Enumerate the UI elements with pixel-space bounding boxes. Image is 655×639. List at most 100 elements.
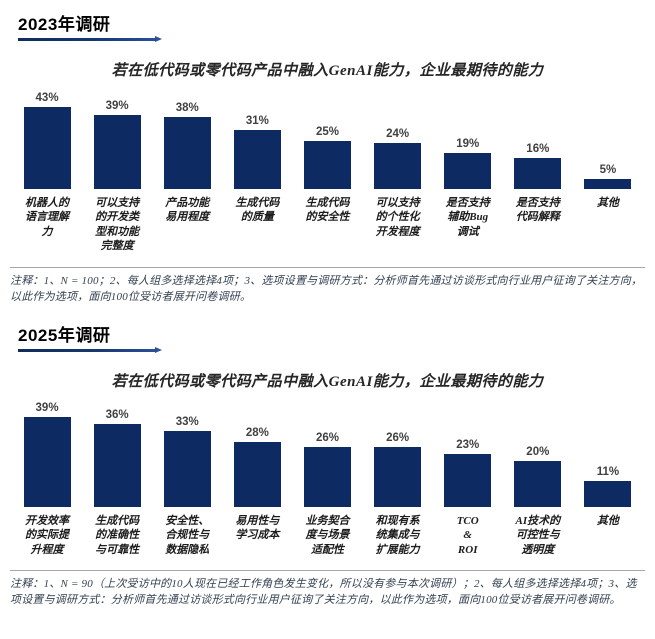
bar-value-label: 43%	[35, 92, 59, 105]
section-header-2025: 2025年调研	[18, 321, 645, 353]
bar-value-label: 26%	[386, 431, 410, 444]
bar-category-label: 产品功能 易用程度	[165, 196, 210, 224]
bar-category-label: 其他	[596, 514, 619, 527]
bar-plot-area: 25%	[303, 86, 351, 189]
bar-value-label: 36%	[105, 408, 129, 421]
bar-column: 31% 生成代码 的质量	[222, 86, 292, 225]
bar-column: 20% AI技术的 可控性与 透明度	[503, 397, 573, 558]
bar-plot-area: 31%	[233, 86, 281, 189]
bar	[374, 143, 422, 189]
bar-column: 36% 生成代码 的准确性 与可靠性	[82, 397, 152, 558]
bar-plot-area: 11%	[584, 397, 632, 507]
bar-plot-area: 24%	[374, 86, 422, 189]
bar-category-label: 安全性、 合规性与 数据隐私	[165, 514, 210, 556]
bar	[584, 481, 632, 507]
bar-category-label: 开发效率 的实际提 升程度	[25, 514, 70, 556]
bar-plot-area: 38%	[163, 86, 211, 189]
note-divider	[10, 266, 645, 268]
bar	[233, 442, 281, 507]
bar	[444, 152, 492, 189]
bar-category-label: 生成代码 的质量	[235, 196, 280, 224]
report-page: 2023年调研 若在低代码或零代码产品中融入GenAI能力，企业最期待的能力 4…	[10, 10, 645, 609]
bar-chart-2025: 39% 开发效率 的实际提 升程度 36% 生成代码 的准确性 与可靠性 33% 安全性、…	[10, 397, 645, 558]
bar-plot-area: 39%	[23, 397, 71, 507]
bar-value-label: 38%	[175, 101, 199, 114]
bar	[514, 460, 562, 507]
bar-category-label: 易用性与 学习成本	[235, 514, 280, 542]
bar-value-label: 31%	[245, 114, 269, 127]
bar-value-label: 28%	[245, 427, 269, 440]
section-title: 2023年调研	[18, 15, 111, 34]
bar-plot-area: 26%	[374, 397, 422, 507]
bar-column: 5% 其他	[573, 86, 643, 211]
bar-value-label: 16%	[526, 143, 550, 156]
bar	[23, 107, 71, 189]
bar-category-label: 可以支持 的个性化 开发程度	[375, 196, 420, 238]
bar-category-label: 业务契合 度与场景 适配性	[305, 514, 350, 556]
bar-plot-area: 5%	[584, 86, 632, 189]
bar	[303, 141, 351, 189]
header-underline-arrow	[18, 36, 162, 42]
bar-plot-area: 43%	[23, 86, 71, 189]
bar-category-label: 其他	[596, 196, 619, 209]
survey-note: 注释：1、N = 90（上次受访中的10人现在已经工作角色发生变化，所以没有参与…	[10, 578, 637, 607]
bar-column: 26% 和现有系 统集成与 扩展能力	[363, 397, 433, 558]
bar	[374, 446, 422, 507]
bar-column: 38% 产品功能 易用程度	[152, 86, 222, 225]
survey-section-2023: 2023年调研 若在低代码或零代码产品中融入GenAI能力，企业最期待的能力 4…	[10, 10, 645, 305]
bar-column: 25% 生成代码 的安全性	[292, 86, 362, 225]
bar-category-label: 生成代码 的准确性 与可靠性	[95, 514, 140, 556]
bar-plot-area: 36%	[93, 397, 141, 507]
chart-title: 若在低代码或零代码产品中融入GenAI能力，企业最期待的能力	[111, 373, 544, 390]
bar-category-label: 是否支持 辅助Bug 调试	[445, 196, 490, 238]
bar-value-label: 20%	[526, 445, 550, 458]
section-header-2023: 2023年调研	[18, 10, 645, 42]
bar-category-label: AI技术的 可控性与 透明度	[515, 514, 561, 556]
bar	[303, 446, 351, 507]
header-underline-arrow	[18, 347, 162, 353]
bar	[584, 179, 632, 189]
bar	[163, 430, 211, 507]
bar	[444, 453, 492, 507]
bar-column: 39% 可以支持 的开发类 型和功能 完整度	[82, 86, 152, 254]
bar-plot-area: 20%	[514, 397, 562, 507]
bar-value-label: 11%	[596, 466, 620, 479]
bar-column: 16% 是否支持 代码解释	[503, 86, 573, 225]
bar	[233, 129, 281, 189]
chart-title: 若在低代码或零代码产品中融入GenAI能力，企业最期待的能力	[111, 62, 544, 79]
bar-column: 24% 可以支持 的个性化 开发程度	[363, 86, 433, 240]
bar	[93, 423, 141, 507]
bar-value-label: 5%	[599, 164, 617, 177]
bar-column: 19% 是否支持 辅助Bug 调试	[433, 86, 503, 240]
bar-value-label: 33%	[175, 415, 199, 428]
bar-chart-2023: 43% 机器人的 语言理解 力 39% 可以支持 的开发类 型和功能 完整度 38% 产品…	[10, 86, 645, 254]
bar-column: 23% TCO & ROI	[433, 397, 503, 558]
bar-value-label: 23%	[456, 438, 480, 451]
bar-column: 26% 业务契合 度与场景 适配性	[292, 397, 362, 558]
bar-category-label: 可以支持 的开发类 型和功能 完整度	[95, 196, 140, 253]
bar-category-label: 和现有系 统集成与 扩展能力	[375, 514, 420, 556]
bar-column: 39% 开发效率 的实际提 升程度	[12, 397, 82, 558]
bar-value-label: 39%	[105, 99, 129, 112]
bar-value-label: 24%	[386, 128, 410, 141]
bar-category-label: 生成代码 的安全性	[305, 196, 350, 224]
bar-value-label: 25%	[315, 126, 339, 139]
section-title: 2025年调研	[18, 326, 111, 346]
bar-plot-area: 23%	[444, 397, 492, 507]
bar-column: 11% 其他	[573, 397, 643, 529]
bar-plot-area: 19%	[444, 86, 492, 189]
survey-section-2025: 2025年调研 若在低代码或零代码产品中融入GenAI能力，企业最期待的能力 3…	[10, 321, 645, 609]
bar-category-label: 是否支持 代码解释	[515, 196, 560, 224]
bar-column: 33% 安全性、 合规性与 数据隐私	[152, 397, 222, 558]
bar-column: 43% 机器人的 语言理解 力	[12, 86, 82, 240]
bar-plot-area: 33%	[163, 397, 211, 507]
bar-plot-area: 26%	[303, 397, 351, 507]
bar-plot-area: 16%	[514, 86, 562, 189]
bar-category-label: 机器人的 语言理解 力	[25, 196, 70, 238]
bar	[93, 114, 141, 189]
bar-column: 28% 易用性与 学习成本	[222, 397, 292, 543]
bar-value-label: 39%	[35, 401, 59, 414]
bar	[514, 158, 562, 189]
note-divider	[10, 570, 645, 572]
bar	[23, 416, 71, 507]
